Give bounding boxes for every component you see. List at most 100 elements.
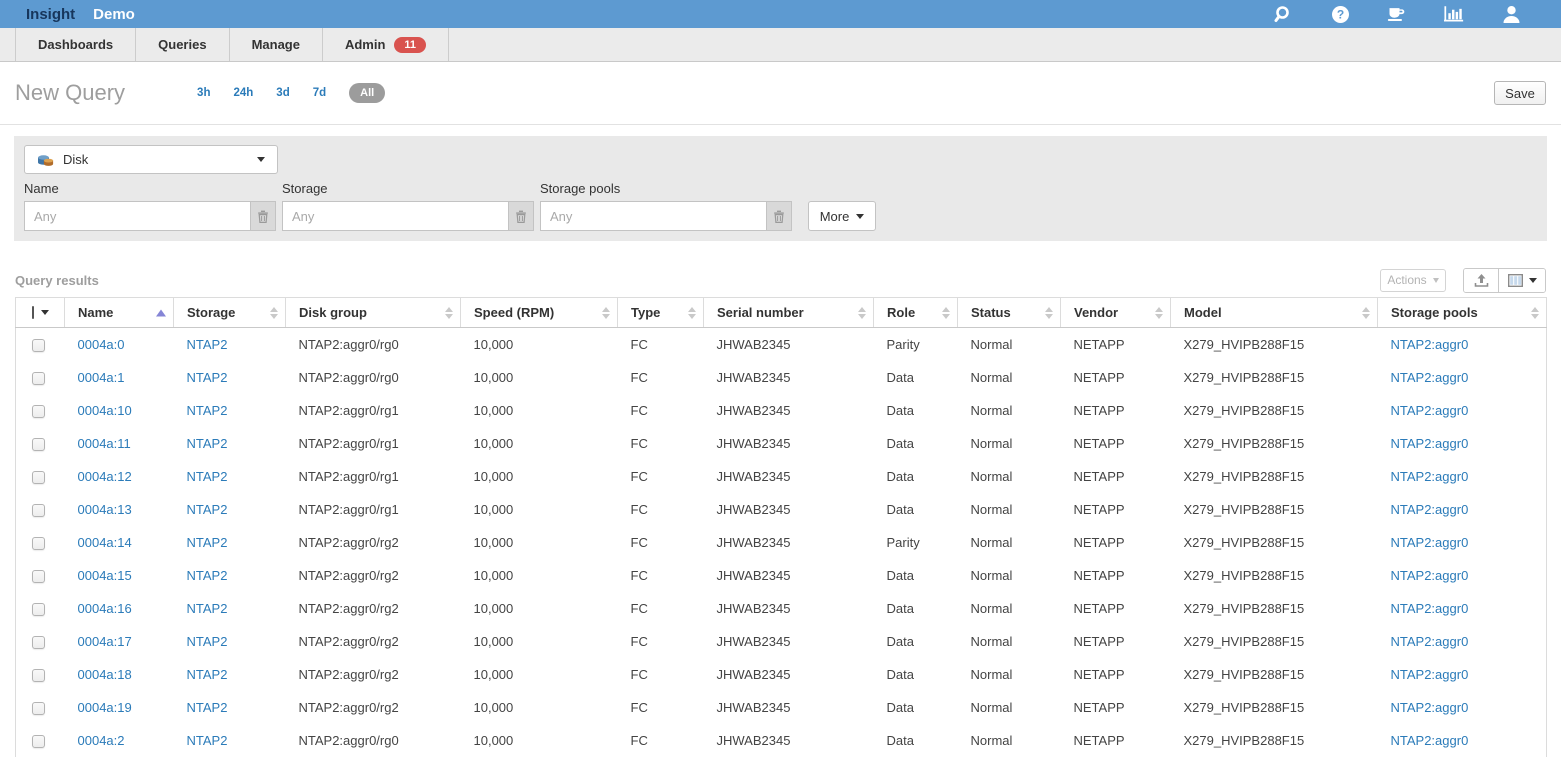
column-header-type[interactable]: Type <box>617 297 704 328</box>
table-row[interactable]: 0004a:18 NTAP2 NTAP2:aggr0/rg2 10,000 FC JHWA… <box>15 657 1547 691</box>
java-client-icon[interactable] <box>1387 5 1407 24</box>
actions-button[interactable]: Actions <box>1380 268 1446 292</box>
storage-input[interactable] <box>282 201 508 231</box>
cell-storage[interactable]: NTAP2 <box>173 624 286 658</box>
cell-storage[interactable]: NTAP2 <box>173 525 286 559</box>
tab-admin[interactable]: Admin 11 <box>323 28 450 61</box>
tab-manage[interactable]: Manage <box>230 28 323 61</box>
cell-storage[interactable]: NTAP2 <box>173 492 286 526</box>
more-filters-button[interactable]: More <box>808 201 876 231</box>
cell-name[interactable]: 0004a:10 <box>64 393 174 427</box>
cell-storage[interactable]: NTAP2 <box>173 426 286 460</box>
help-icon[interactable]: ? <box>1330 5 1350 24</box>
column-header-status[interactable]: Status <box>957 297 1061 328</box>
cell-name[interactable]: 0004a:17 <box>64 624 174 658</box>
cell-name[interactable]: 0004a:16 <box>64 591 174 625</box>
column-header-disk-group[interactable]: Disk group <box>285 297 461 328</box>
cell-name[interactable]: 0004a:12 <box>64 459 174 493</box>
cell-name[interactable]: 0004a:2 <box>64 723 174 757</box>
cell-storage_pools[interactable]: NTAP2:aggr0 <box>1377 492 1547 526</box>
cell-storage[interactable]: NTAP2 <box>173 690 286 724</box>
row-checkbox[interactable] <box>32 668 45 682</box>
cell-name[interactable]: 0004a:14 <box>64 525 174 559</box>
cell-storage_pools[interactable]: NTAP2:aggr0 <box>1377 426 1547 460</box>
cell-storage_pools[interactable]: NTAP2:aggr0 <box>1377 657 1547 691</box>
table-row[interactable]: 0004a:13 NTAP2 NTAP2:aggr0/rg1 10,000 FC JHWA… <box>15 492 1547 526</box>
row-checkbox[interactable] <box>32 404 45 418</box>
cell-storage_pools[interactable]: NTAP2:aggr0 <box>1377 723 1547 757</box>
table-row[interactable]: 0004a:1 NTAP2 NTAP2:aggr0/rg0 10,000 FC JHWAB… <box>15 360 1547 394</box>
cell-storage_pools[interactable]: NTAP2:aggr0 <box>1377 591 1547 625</box>
cell-storage[interactable]: NTAP2 <box>173 657 286 691</box>
cell-storage[interactable]: NTAP2 <box>173 327 286 361</box>
trash-icon[interactable] <box>766 201 792 231</box>
table-row[interactable]: 0004a:2 NTAP2 NTAP2:aggr0/rg0 10,000 FC JHWAB… <box>15 723 1547 757</box>
row-checkbox[interactable] <box>32 437 45 451</box>
row-checkbox[interactable] <box>32 503 45 517</box>
select-all-checkbox[interactable] <box>32 306 34 319</box>
row-checkbox[interactable] <box>32 338 45 352</box>
cell-storage_pools[interactable]: NTAP2:aggr0 <box>1377 525 1547 559</box>
table-row[interactable]: 0004a:15 NTAP2 NTAP2:aggr0/rg2 10,000 FC JHWA… <box>15 558 1547 592</box>
time-filter-all[interactable]: All <box>349 83 386 103</box>
cell-storage_pools[interactable]: NTAP2:aggr0 <box>1377 558 1547 592</box>
cell-storage_pools[interactable]: NTAP2:aggr0 <box>1377 360 1547 394</box>
cell-name[interactable]: 0004a:15 <box>64 558 174 592</box>
row-checkbox[interactable] <box>32 536 45 550</box>
save-button[interactable]: Save <box>1494 81 1546 105</box>
column-header-model[interactable]: Model <box>1170 297 1378 328</box>
table-row[interactable]: 0004a:11 NTAP2 NTAP2:aggr0/rg1 10,000 FC JHWA… <box>15 426 1547 460</box>
row-checkbox[interactable] <box>32 602 45 616</box>
reports-icon[interactable] <box>1444 5 1464 24</box>
cell-storage_pools[interactable]: NTAP2:aggr0 <box>1377 690 1547 724</box>
name-input[interactable] <box>24 201 250 231</box>
cell-storage[interactable]: NTAP2 <box>173 591 286 625</box>
table-row[interactable]: 0004a:0 NTAP2 NTAP2:aggr0/rg0 10,000 FC JHWAB… <box>15 327 1547 361</box>
table-row[interactable]: 0004a:14 NTAP2 NTAP2:aggr0/rg2 10,000 FC JHWA… <box>15 525 1547 559</box>
row-checkbox[interactable] <box>32 635 45 649</box>
export-icon[interactable] <box>1464 268 1499 292</box>
cell-storage_pools[interactable]: NTAP2:aggr0 <box>1377 393 1547 427</box>
column-header-name[interactable]: Name <box>64 297 174 328</box>
trash-icon[interactable] <box>508 201 534 231</box>
cell-name[interactable]: 0004a:13 <box>64 492 174 526</box>
cell-name[interactable]: 0004a:1 <box>64 360 174 394</box>
cell-name[interactable]: 0004a:11 <box>64 426 174 460</box>
search-icon[interactable] <box>1273 5 1293 24</box>
tab-queries[interactable]: Queries <box>136 28 230 61</box>
trash-icon[interactable] <box>250 201 276 231</box>
cell-storage[interactable]: NTAP2 <box>173 360 286 394</box>
cell-name[interactable]: 0004a:0 <box>64 327 174 361</box>
cell-storage[interactable]: NTAP2 <box>173 393 286 427</box>
cell-storage[interactable]: NTAP2 <box>173 459 286 493</box>
row-checkbox[interactable] <box>32 734 45 748</box>
tab-dashboards[interactable]: Dashboards <box>15 28 137 61</box>
column-header-storage-pools[interactable]: Storage pools <box>1377 297 1547 328</box>
time-filter-24h[interactable]: 24h <box>233 87 254 99</box>
time-filter-7d[interactable]: 7d <box>312 87 327 99</box>
column-header-vendor[interactable]: Vendor <box>1060 297 1171 328</box>
cell-name[interactable]: 0004a:18 <box>64 657 174 691</box>
table-row[interactable]: 0004a:17 NTAP2 NTAP2:aggr0/rg2 10,000 FC JHWA… <box>15 624 1547 658</box>
table-row[interactable]: 0004a:10 NTAP2 NTAP2:aggr0/rg1 10,000 FC JHWA… <box>15 393 1547 427</box>
cell-name[interactable]: 0004a:19 <box>64 690 174 724</box>
user-icon[interactable] <box>1501 5 1521 24</box>
cell-storage[interactable]: NTAP2 <box>173 723 286 757</box>
cell-storage_pools[interactable]: NTAP2:aggr0 <box>1377 624 1547 658</box>
storage-pools-input[interactable] <box>540 201 766 231</box>
cell-storage_pools[interactable]: NTAP2:aggr0 <box>1377 327 1547 361</box>
column-header-storage[interactable]: Storage <box>173 297 286 328</box>
table-row[interactable]: 0004a:16 NTAP2 NTAP2:aggr0/rg2 10,000 FC JHWA… <box>15 591 1547 625</box>
time-filter-3d[interactable]: 3d <box>276 87 290 99</box>
row-checkbox[interactable] <box>32 371 45 385</box>
cell-storage[interactable]: NTAP2 <box>173 558 286 592</box>
column-chooser-icon[interactable] <box>1499 268 1545 292</box>
row-checkbox[interactable] <box>32 470 45 484</box>
table-row[interactable]: 0004a:12 NTAP2 NTAP2:aggr0/rg1 10,000 FC JHWA… <box>15 459 1547 493</box>
column-header-serial-number[interactable]: Serial number <box>703 297 874 328</box>
entity-type-select[interactable]: Disk <box>24 145 278 174</box>
row-checkbox[interactable] <box>32 569 45 583</box>
cell-storage_pools[interactable]: NTAP2:aggr0 <box>1377 459 1547 493</box>
column-header-role[interactable]: Role <box>873 297 958 328</box>
column-header-speed-rpm-[interactable]: Speed (RPM) <box>460 297 618 328</box>
